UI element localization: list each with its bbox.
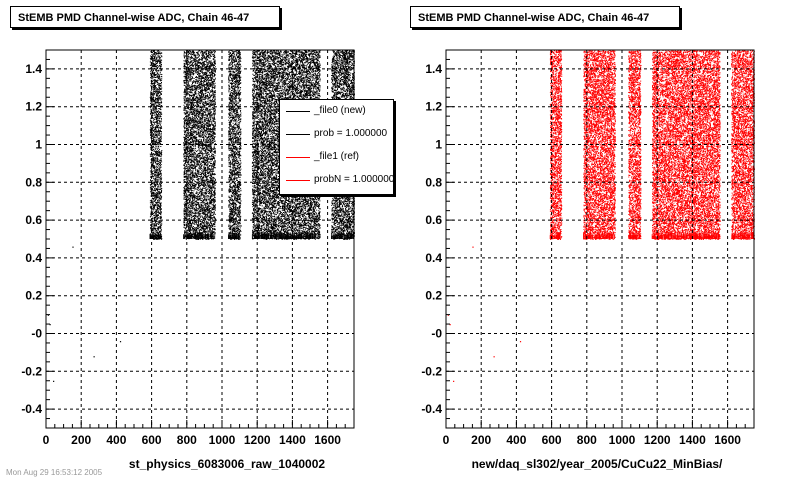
scatter-points (149, 50, 163, 240)
y-tick-label: -0.2 (421, 364, 442, 378)
x-tick-label: 600 (142, 433, 162, 447)
scatter-point (472, 246, 474, 248)
x-axis-label-left: st_physics_6083006_raw_1040002 (129, 457, 325, 471)
legend-entry: prob = 1.000000 (280, 123, 393, 146)
scatter-points (731, 50, 755, 240)
scatter-points (228, 50, 242, 240)
y-tick-label: 0.6 (425, 213, 442, 227)
chart-title-right: StEMB PMD Channel-wise ADC, Chain 46-47 (410, 6, 680, 28)
x-tick-label: 800 (177, 433, 197, 447)
x-tick-label: 1000 (609, 433, 636, 447)
chart-title-left: StEMB PMD Channel-wise ADC, Chain 46-47 (10, 6, 280, 28)
scatter-points (583, 50, 616, 240)
scatter-point (47, 314, 49, 316)
y-tick-label: -0 (31, 327, 42, 341)
y-tick-label: 1 (35, 138, 42, 152)
y-tick-label: 0.2 (425, 289, 442, 303)
x-tick-label: 1600 (314, 433, 341, 447)
legend-entry: _file1 (ref) (280, 146, 393, 169)
scatter-band (228, 50, 242, 240)
x-tick-label: 0 (43, 433, 50, 447)
scatter-points (549, 50, 563, 240)
x-tick-label: 800 (577, 433, 597, 447)
x-tick-label: 0 (443, 433, 450, 447)
scatter-band (731, 50, 755, 240)
x-tick-label: 1200 (644, 433, 671, 447)
legend-label: _file1 (ref) (314, 151, 360, 162)
x-tick-label: 1400 (679, 433, 706, 447)
x-tick-label: 200 (471, 433, 491, 447)
legend: _file0 (new) prob = 1.000000 _file1 (ref… (279, 99, 394, 195)
x-tick-label: 400 (106, 433, 126, 447)
scatter-point (449, 324, 451, 326)
legend-entry: _file0 (new) (280, 100, 393, 123)
y-tick-label: 1.2 (425, 100, 442, 114)
scatter-band (583, 50, 616, 240)
scatter-plot-right: 0 200 400 600 800 1000 1200 1400 1600 1.4 1.2 1 0.8 0… (421, 49, 755, 471)
y-tick-label: 0.8 (425, 175, 442, 189)
y-tick-label: 0.4 (425, 251, 442, 265)
y-tick-label: 1.2 (25, 100, 42, 114)
x-tick-label: 1200 (244, 433, 271, 447)
scatter-band (183, 50, 216, 240)
x-tick-label: 400 (506, 433, 526, 447)
y-tick-label: -0.2 (21, 364, 42, 378)
scatter-point (519, 341, 522, 343)
y-tick-label: 0.2 (25, 289, 42, 303)
x-tick-label: 200 (71, 433, 91, 447)
x-tick-label: 1000 (209, 433, 236, 447)
scatter-band (149, 50, 163, 240)
scatter-point (93, 356, 95, 358)
scatter-points (183, 50, 216, 240)
x-axis-label-right: new/daq_sl302/year_2005/CuCu22_MinBias/ (472, 457, 723, 471)
legend-swatch (286, 157, 310, 158)
y-tick-label: 0.6 (25, 213, 42, 227)
scatter-point (49, 324, 51, 326)
y-tick-label: -0.4 (21, 402, 42, 416)
y-tick-label: 1 (435, 138, 442, 152)
scatter-point (72, 246, 74, 248)
legend-swatch (286, 134, 310, 135)
x-tick-label: 1400 (279, 433, 306, 447)
y-tick-label: -0 (431, 327, 442, 341)
scatter-plot-left: 0 200 400 600 800 1000 1200 1400 1600 1.4 1.2 1 0.8 0… (21, 49, 355, 471)
y-tick-label: 1.4 (425, 62, 442, 76)
legend-entry: probN = 1.000000 (280, 169, 393, 192)
scatter-point (447, 314, 449, 316)
scatter-point (453, 380, 455, 382)
legend-label: probN = 1.000000 (314, 174, 394, 185)
scatter-point (493, 356, 495, 358)
y-tick-label: -0.4 (421, 402, 442, 416)
x-tick-label: 600 (542, 433, 562, 447)
legend-label: _file0 (new) (314, 105, 366, 116)
x-tick-label: 1600 (714, 433, 741, 447)
legend-swatch (286, 180, 310, 181)
scatter-point (53, 380, 55, 382)
y-tick-label: 0.4 (25, 251, 42, 265)
scatter-point (119, 341, 122, 343)
scatter-band (549, 50, 563, 240)
footer-timestamp: Mon Aug 29 16:53:12 2005 (6, 468, 103, 477)
y-tick-label: 1.4 (25, 62, 42, 76)
legend-swatch (286, 111, 310, 112)
y-tick-label: 0.8 (25, 175, 42, 189)
legend-label: prob = 1.000000 (314, 128, 388, 139)
